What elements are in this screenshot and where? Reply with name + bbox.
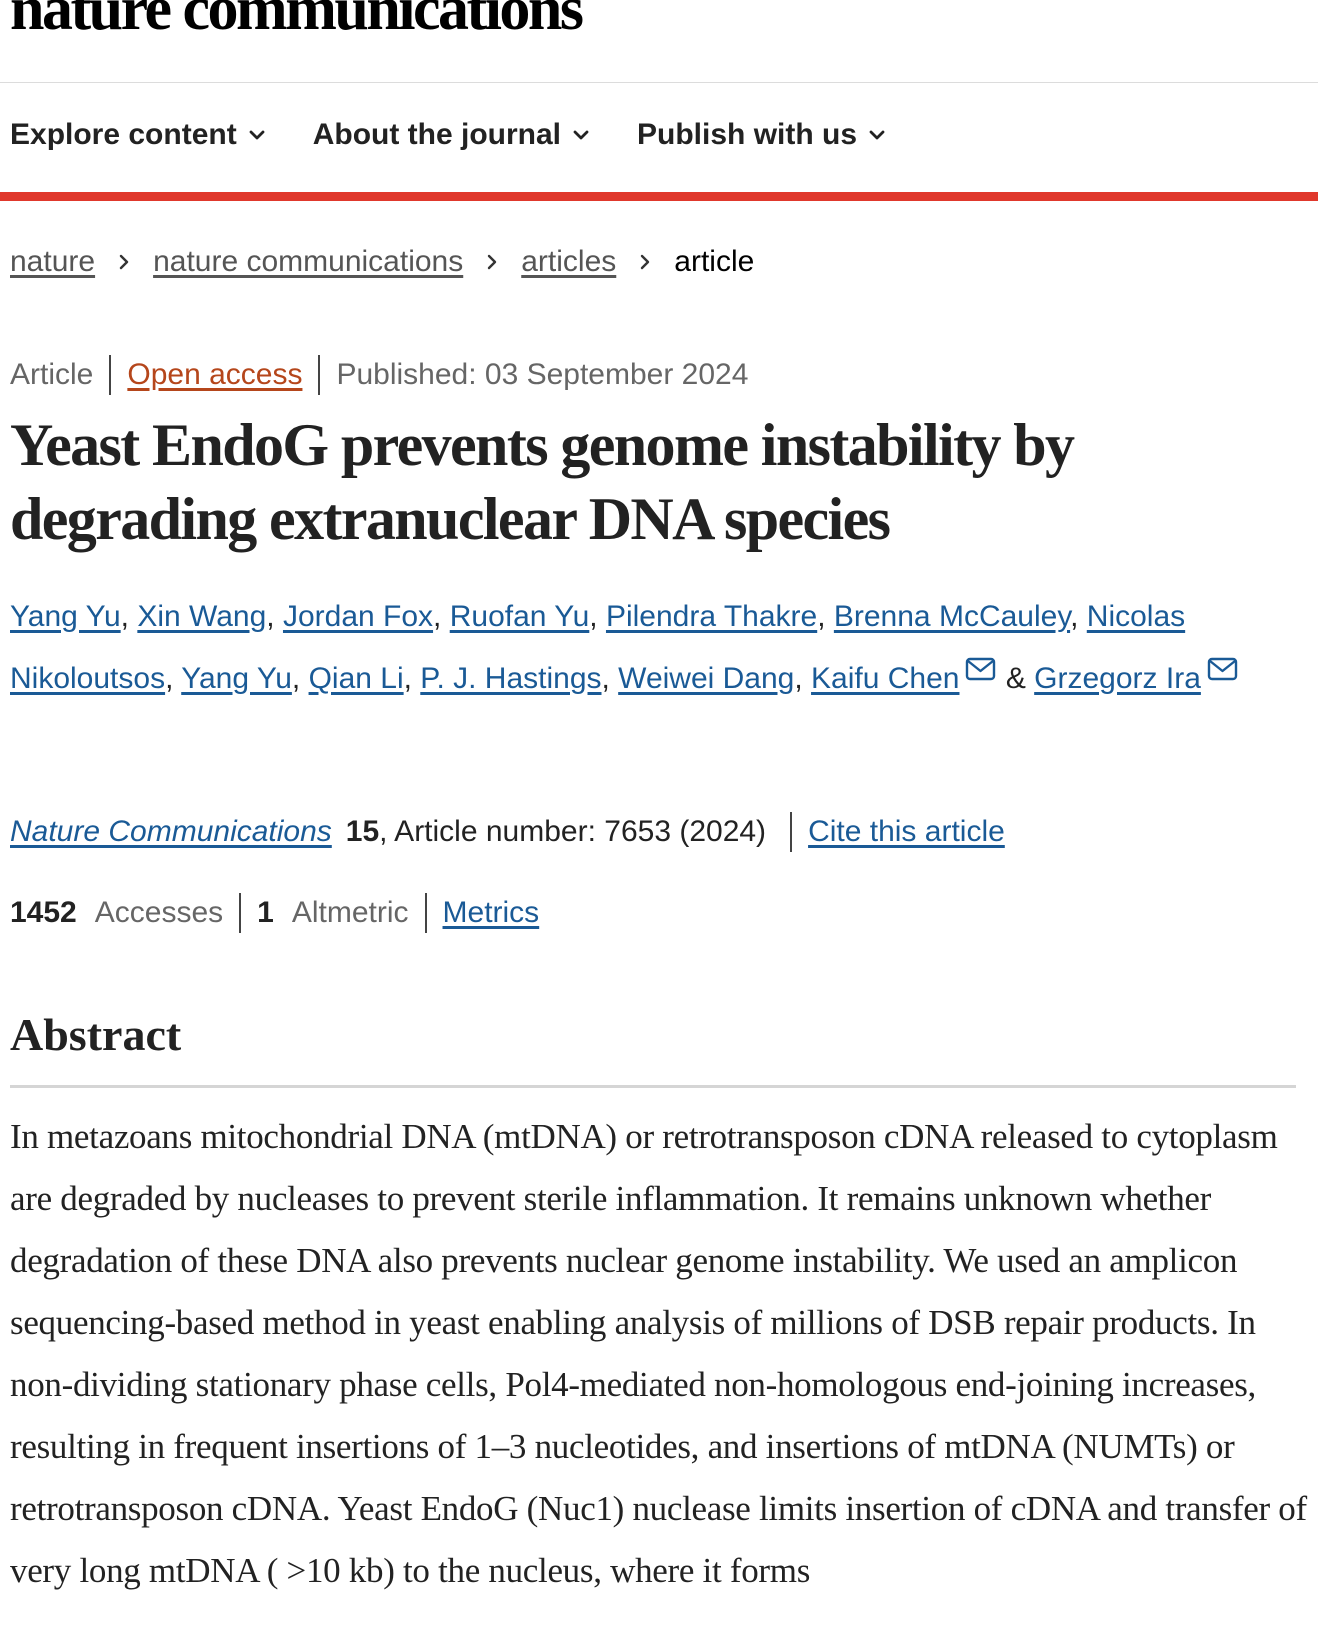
author-link[interactable]: Brenna McCauley [833, 600, 1071, 633]
author-separator: , [1070, 600, 1087, 633]
divider [239, 893, 242, 933]
author-link[interactable]: Jordan Fox [282, 600, 434, 633]
open-access-link[interactable]: Open access [127, 358, 303, 391]
header-divider [0, 82, 1318, 83]
author-link[interactable]: P. J. Hastings [420, 662, 602, 695]
author-link[interactable]: Pilendra Thakre [605, 600, 818, 633]
journal-link[interactable]: Nature Communications [10, 815, 332, 848]
mail-icon[interactable] [965, 656, 997, 682]
author-link[interactable]: Xin Wang [137, 600, 267, 633]
author-link[interactable]: Grzegorz Ira [1034, 662, 1201, 695]
author-separator: , [601, 662, 619, 695]
author-separator: , [266, 600, 283, 633]
volume: 15 [345, 815, 380, 848]
author-separator: , [817, 600, 834, 633]
author-separator: , [794, 662, 812, 695]
published-date: Published: 03 September 2024 [336, 358, 749, 391]
nav-explore-content[interactable]: Explore content [10, 118, 267, 152]
nav-publish-with-us[interactable]: Publish with us [637, 118, 887, 152]
altmetric-count: 1 [257, 896, 274, 929]
breadcrumb-current: article [674, 245, 755, 278]
chevron-right-icon [119, 254, 129, 270]
author-link[interactable]: Yang Yu [10, 600, 121, 633]
cite-this-article-link[interactable]: Cite this article [808, 815, 1005, 848]
author-link[interactable]: Kaifu Chen [811, 662, 960, 695]
article-type: Article [10, 358, 94, 391]
divider [424, 893, 427, 933]
author-list: Yang Yu, Xin Wang, Jordan Fox, Ruofan Yu… [10, 586, 1300, 710]
author-separator: , [589, 600, 606, 633]
breadcrumb-articles[interactable]: articles [521, 245, 617, 278]
nav-item-label: Explore content [10, 118, 237, 151]
author-separator: , [291, 662, 309, 695]
metrics-link[interactable]: Metrics [442, 896, 540, 929]
journal-logo[interactable]: nature communications [10, 0, 584, 43]
accesses-label: Accesses [94, 896, 224, 929]
author-separator: , [120, 600, 138, 633]
chevron-right-icon [641, 254, 650, 270]
abstract-divider [10, 1085, 1296, 1088]
accent-bar [0, 192, 1318, 201]
author-separator: , [403, 662, 421, 695]
article-stats: 1452 Accesses 1 Altmetric Metrics [10, 893, 539, 933]
chevron-down-icon [869, 130, 885, 140]
citation-line: Nature Communications 15 , Article numbe… [10, 812, 1005, 852]
author-link[interactable]: Weiwei Dang [618, 662, 795, 695]
abstract-text: In metazoans mitochondrial DNA (mtDNA) o… [10, 1117, 1307, 1590]
altmetric-label: Altmetric [291, 896, 409, 929]
article-title: Yeast EndoG prevents genome instability … [10, 412, 1075, 552]
author-link[interactable]: Qian Li [308, 662, 404, 695]
chevron-down-icon [249, 130, 265, 140]
mail-icon[interactable] [1207, 656, 1239, 682]
main-nav: Explore content About the journal Publis… [10, 118, 933, 152]
chevron-right-icon [488, 254, 497, 270]
article-number: , Article number: 7653 (2024) [379, 815, 767, 848]
breadcrumb-nature[interactable]: nature [10, 245, 96, 278]
abstract-heading: Abstract [10, 1009, 182, 1060]
breadcrumb: nature nature communications articles ar… [10, 245, 754, 279]
author-separator: , [165, 662, 182, 695]
author-link[interactable]: Yang Yu [181, 662, 292, 695]
nav-item-label: About the journal [312, 118, 562, 151]
author-link[interactable]: Ruofan Yu [449, 600, 590, 633]
author-link[interactable]: Nicolas Nikoloutsos [10, 600, 1186, 695]
divider [318, 355, 321, 395]
nav-about-the-journal[interactable]: About the journal [313, 118, 591, 152]
nav-item-label: Publish with us [637, 118, 858, 151]
chevron-down-icon [573, 130, 589, 140]
breadcrumb-nature-communications[interactable]: nature communications [153, 245, 464, 278]
author-ampersand: & [997, 662, 1035, 695]
divider [790, 812, 793, 852]
accesses-count: 1452 [10, 896, 77, 929]
author-separator: , [433, 600, 450, 633]
article-meta: Article Open access Published: 03 Septem… [10, 355, 748, 395]
divider [109, 355, 112, 395]
